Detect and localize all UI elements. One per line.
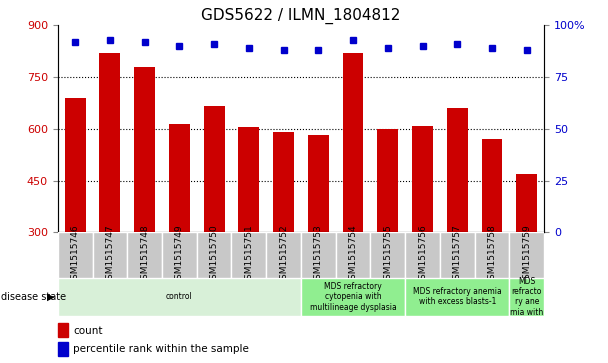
Bar — [273, 132, 294, 232]
Text: GSM1515748: GSM1515748 — [140, 225, 149, 285]
Bar — [197, 232, 232, 278]
Bar — [64, 98, 86, 232]
Bar — [92, 232, 127, 278]
Text: GSM1515754: GSM1515754 — [348, 225, 358, 285]
Bar — [238, 127, 259, 232]
Bar — [336, 232, 370, 278]
Bar — [58, 232, 92, 278]
Bar — [510, 278, 544, 316]
Bar — [301, 278, 405, 316]
Bar — [405, 278, 510, 316]
Bar — [370, 232, 405, 278]
Text: GSM1515753: GSM1515753 — [314, 225, 323, 285]
Text: disease state: disease state — [1, 292, 66, 302]
Bar — [127, 232, 162, 278]
Text: GSM1515755: GSM1515755 — [383, 225, 392, 285]
Bar — [58, 278, 301, 316]
Text: MDS refractory
cytopenia with
multilineage dysplasia: MDS refractory cytopenia with multilinea… — [309, 282, 396, 312]
Bar — [134, 67, 155, 232]
Text: GSM1515746: GSM1515746 — [71, 225, 80, 285]
Text: percentile rank within the sample: percentile rank within the sample — [74, 344, 249, 354]
Text: GSM1515758: GSM1515758 — [488, 225, 497, 285]
Title: GDS5622 / ILMN_1804812: GDS5622 / ILMN_1804812 — [201, 8, 401, 24]
Bar — [162, 232, 197, 278]
Bar — [412, 126, 433, 232]
Bar — [266, 232, 301, 278]
Bar — [440, 232, 475, 278]
Bar — [516, 174, 537, 232]
Bar — [232, 232, 266, 278]
Text: MDS
refracto
ry ane
mia with: MDS refracto ry ane mia with — [510, 277, 544, 317]
Text: GSM1515749: GSM1515749 — [175, 225, 184, 285]
Bar — [475, 232, 510, 278]
Text: ▶: ▶ — [47, 292, 55, 302]
Bar — [510, 232, 544, 278]
Bar — [405, 232, 440, 278]
Text: GSM1515750: GSM1515750 — [210, 225, 219, 285]
Text: GSM1515751: GSM1515751 — [244, 225, 254, 285]
Bar — [169, 124, 190, 232]
Text: GSM1515752: GSM1515752 — [279, 225, 288, 285]
Text: count: count — [74, 326, 103, 336]
Bar — [308, 135, 329, 232]
Text: GSM1515756: GSM1515756 — [418, 225, 427, 285]
Bar — [58, 342, 69, 356]
Bar — [482, 139, 502, 232]
Text: GSM1515757: GSM1515757 — [453, 225, 462, 285]
Bar — [378, 129, 398, 232]
Text: GSM1515747: GSM1515747 — [105, 225, 114, 285]
Bar — [100, 53, 120, 232]
Text: control: control — [166, 292, 193, 301]
Bar — [343, 53, 364, 232]
Text: GSM1515759: GSM1515759 — [522, 225, 531, 285]
Bar — [58, 323, 69, 338]
Bar — [301, 232, 336, 278]
Text: MDS refractory anemia
with excess blasts-1: MDS refractory anemia with excess blasts… — [413, 287, 502, 306]
Bar — [204, 106, 224, 232]
Bar — [447, 108, 468, 232]
